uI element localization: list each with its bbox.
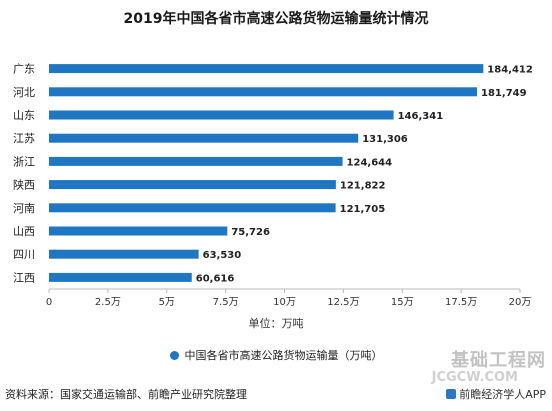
x-tick-label: 7.5万	[213, 297, 239, 308]
bar	[49, 156, 343, 166]
category-label: 江苏	[13, 132, 35, 145]
bar	[49, 203, 336, 213]
category-label: 河南	[13, 202, 35, 215]
x-tick-label: 2.5万	[95, 297, 121, 308]
x-axis: 0 2.5万 5万 7.5万 10万 12.5万 15万 17.5万 20万	[46, 288, 532, 308]
x-tick-label: 12.5万	[327, 297, 359, 308]
category-label: 江西	[13, 271, 35, 284]
watermark: 基础工程网	[451, 350, 546, 371]
category-label: 陕西	[13, 178, 35, 192]
category-label: 浙江	[13, 155, 35, 168]
bar	[49, 87, 478, 97]
data-label: 63,530	[203, 250, 242, 261]
x-tick-label: 17.5万	[445, 297, 477, 308]
x-tick-label: 0	[46, 297, 52, 308]
value-labels: 184,412 181,749 146,341 131,306 124,644 121,8…	[196, 65, 533, 285]
legend-marker	[169, 351, 179, 360]
data-label: 146,341	[398, 111, 444, 122]
category-label: 广东	[13, 63, 35, 76]
data-label: 184,412	[487, 65, 533, 76]
bar	[49, 180, 336, 190]
legend-label: 中国各省市高速公路货物运输量（万吨）	[184, 349, 383, 362]
data-label: 131,306	[362, 134, 408, 145]
source-note: 资料来源：国家交通运输部、前瞻产业研究院整理	[5, 388, 247, 401]
data-label: 181,749	[481, 88, 527, 99]
bar	[49, 272, 192, 282]
data-label: 121,822	[340, 181, 386, 192]
brand-logo-icon	[446, 389, 457, 399]
category-label: 四川	[13, 248, 35, 261]
x-tick-label: 5万	[159, 297, 175, 308]
x-tick-label: 15万	[391, 297, 414, 308]
legend: 中国各省市高速公路货物运输量（万吨）	[0, 347, 552, 363]
category-label: 山东	[13, 109, 35, 122]
x-tick-label: 10万	[273, 297, 296, 308]
data-label: 60,616	[196, 273, 235, 284]
chart-title: 2019年中国各省市高速公路货物运输量统计情况	[123, 11, 429, 27]
bar	[49, 249, 199, 259]
data-label: 75,726	[231, 227, 270, 238]
bar	[49, 110, 394, 120]
x-axis-unit-label: 单位：万吨	[248, 317, 304, 330]
brand-label: 前瞻经济学人APP	[446, 386, 546, 402]
bar	[49, 133, 359, 143]
category-label: 河北	[13, 86, 35, 99]
data-label: 121,705	[340, 204, 386, 215]
bar	[49, 226, 228, 236]
data-label: 124,644	[347, 157, 393, 168]
bars	[49, 64, 484, 282]
category-label: 山西	[13, 225, 35, 238]
watermark-url: JCGCW.COM	[431, 370, 518, 385]
x-tick-label: 20万	[509, 297, 532, 308]
bar	[49, 64, 484, 74]
